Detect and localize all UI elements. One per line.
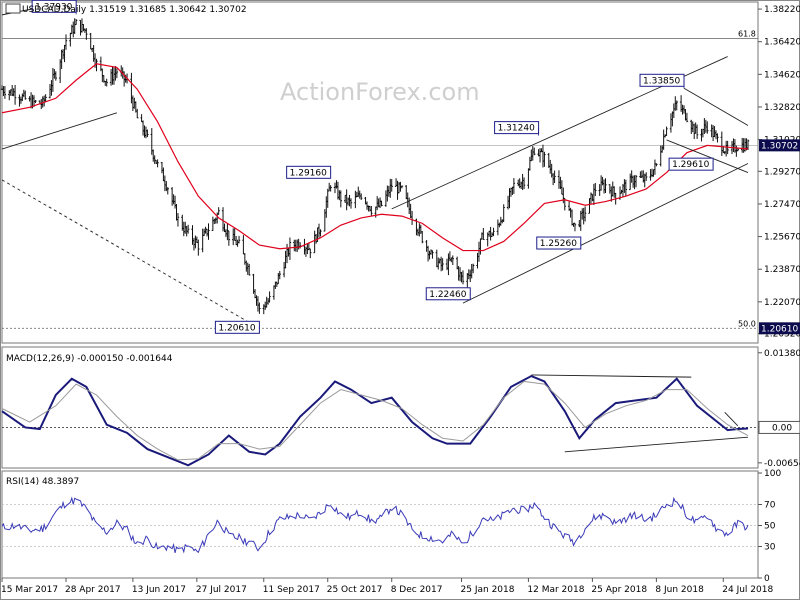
- price-tick-label: 1.29270: [764, 167, 800, 177]
- price-tick-label: 1.27470: [764, 200, 800, 210]
- x-axis-label: 8 Dec 2017: [391, 585, 443, 595]
- macd-trendline-macd-top: [531, 374, 692, 378]
- rsi-tick-label: 0: [764, 574, 770, 584]
- rsi-tick-label: 100: [764, 469, 781, 479]
- x-axis-label: 13 Jun 2017: [132, 585, 186, 595]
- price-annotation-label: 1.31240: [498, 124, 535, 134]
- watermark: ActionForex.com: [280, 78, 480, 106]
- price-tick-label: 1.34620: [764, 70, 800, 80]
- fib-axis-label: 1.20610: [761, 324, 798, 334]
- x-axis-label: 27 Jul 2017: [196, 585, 247, 595]
- x-axis-label: 28 Apr 2017: [65, 585, 121, 595]
- fib-level-label: 61.8: [738, 29, 756, 38]
- fib-axis-badge: [759, 322, 800, 335]
- price-annotation-label: 1.20610: [218, 323, 255, 333]
- macd-trendline-macd-bottom: [564, 436, 749, 453]
- x-axis-label: 12 Mar 2018: [527, 585, 584, 595]
- price-tick-label: 1.22070: [764, 298, 800, 308]
- rsi-header: RSI(14) 48.3897: [6, 477, 79, 487]
- price-annotation-label: 1.25260: [540, 239, 577, 249]
- price-annotation-label: 1.29160: [290, 168, 327, 178]
- macd-series-macd: [1, 374, 749, 467]
- trendline-dashed-support: [1, 179, 260, 329]
- macd-tick-label: 0.013802: [764, 349, 800, 359]
- price-tick-label: 1.36420: [764, 38, 800, 48]
- x-axis-label: 25 Apr 2018: [591, 585, 647, 595]
- fib-level-label: 50.0: [738, 319, 756, 328]
- macd-current-badge: [758, 420, 800, 434]
- macd-header: MACD(12,26,9) -0.000150 -0.001644: [6, 354, 173, 364]
- price-header: USDCAD,Daily 1.31519 1.31685 1.30642 1.3…: [22, 5, 247, 15]
- price-tick-label: 1.20320: [764, 330, 800, 340]
- macd-current-label: 0.00: [772, 423, 792, 433]
- rsi-tick-label: 70: [764, 501, 776, 511]
- trendline-channel-lower: [462, 163, 749, 304]
- rsi-tick-label: 50: [764, 522, 776, 532]
- moving-average-line: [1, 63, 749, 252]
- x-axis-label: 25 Jan 2018: [461, 585, 515, 595]
- header-swatch: [5, 3, 21, 14]
- rsi-panel-frame: [1, 470, 759, 579]
- price-annotation-label: 1.22460: [429, 290, 466, 300]
- trendline-short-term-lower: [666, 139, 749, 174]
- price-tick-label: 1.38220: [764, 5, 800, 15]
- x-axis-label: 25 Oct 2017: [327, 585, 383, 595]
- rsi-tick-label: 30: [764, 543, 776, 553]
- price-annotation-label: 1.33850: [643, 76, 680, 86]
- x-axis-label: 8 Jun 2018: [655, 585, 704, 595]
- price-tick-label: 1.23870: [764, 265, 800, 275]
- macd-trendline-macd-short: [724, 411, 739, 427]
- trendline-lower-channel-2017: [1, 112, 118, 150]
- price-annotation-label: 1.37930: [35, 2, 72, 12]
- price-tick-label: 1.32820: [764, 103, 800, 113]
- x-axis-label: 11 Sep 2017: [263, 585, 320, 595]
- current-price-badge: [759, 139, 800, 152]
- trendline-short-term-upper: [683, 87, 749, 126]
- price-tick-label: 1.25670: [764, 233, 800, 243]
- macd-series-signal: [1, 380, 749, 461]
- rsi-line: [1, 496, 749, 554]
- price-annotation-label: 1.29610: [672, 160, 709, 170]
- price-panel-frame: [1, 1, 759, 344]
- x-axis-label: 15 Mar 2017: [1, 585, 58, 595]
- current-price-label: 1.30702: [761, 141, 798, 151]
- x-axis-label: 24 Jul 2018: [722, 585, 773, 595]
- macd-panel-frame: [1, 346, 759, 469]
- macd-tick-label: -0.006548: [764, 459, 800, 469]
